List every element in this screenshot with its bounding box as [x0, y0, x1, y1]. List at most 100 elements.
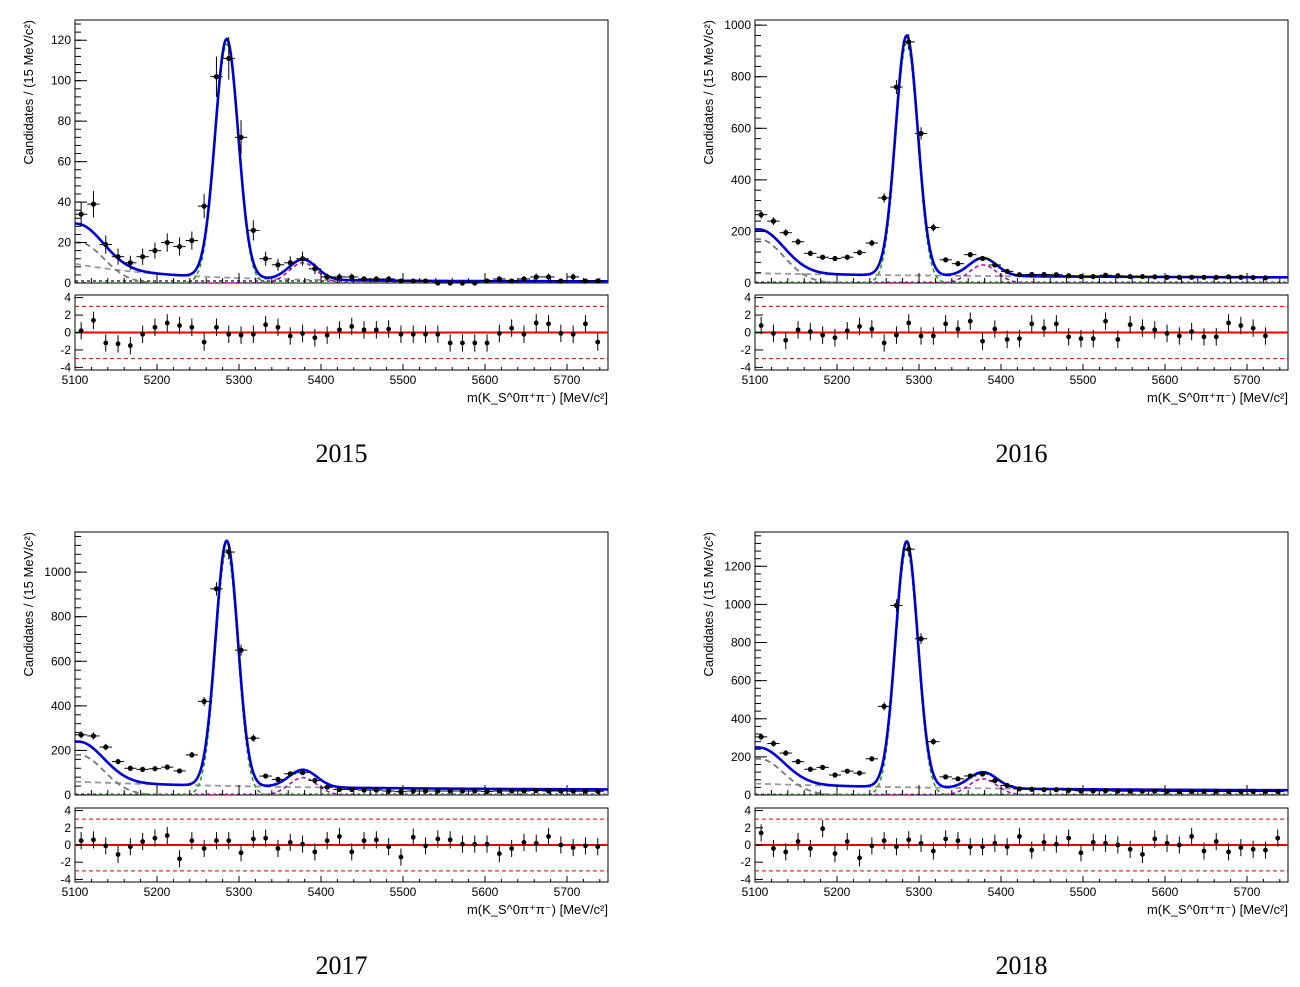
data-point [1225, 274, 1232, 280]
data-point [263, 256, 269, 262]
data-point [213, 586, 220, 592]
data-point [930, 739, 936, 745]
data-point [1225, 788, 1232, 795]
pull-point [177, 323, 182, 328]
data-point [201, 203, 207, 209]
pull-point [1103, 840, 1108, 846]
pull-point [533, 840, 539, 846]
pull-point [521, 840, 527, 845]
data-point [78, 211, 84, 217]
data-point [558, 278, 564, 284]
pull-point [1127, 846, 1133, 852]
pull-point [832, 335, 838, 341]
pull-point [287, 840, 293, 845]
data-point [1250, 788, 1256, 795]
data-point [869, 240, 875, 246]
pull-point [558, 842, 564, 848]
pull-point [373, 837, 379, 843]
pull-point [201, 846, 207, 851]
x-axis-title: m(K_S^0π⁺π⁻) [MeV/c²] [467, 390, 608, 405]
pull-point [1238, 845, 1244, 850]
data-point [176, 768, 183, 774]
pull-point [869, 326, 875, 332]
x-tick-label: 5300 [906, 885, 933, 899]
pull-y-tick-label: -2 [60, 343, 71, 357]
pull-point [177, 856, 182, 862]
pull-point [832, 851, 838, 857]
y-tick-label: 60 [58, 155, 72, 169]
x-tick-label: 5600 [472, 885, 499, 899]
pull-point [275, 324, 281, 330]
data-point [496, 788, 502, 794]
pull-point [546, 833, 551, 839]
data-point [164, 239, 170, 246]
pull-point [869, 843, 875, 849]
data-point [906, 39, 912, 45]
curve-signal [755, 42, 1288, 283]
data-point [1262, 275, 1269, 281]
data-point [176, 243, 183, 250]
pull-point [496, 330, 502, 336]
data-point [373, 276, 379, 282]
pull-point [1041, 325, 1047, 331]
data-point [115, 758, 121, 765]
pull-point [1189, 329, 1195, 335]
pull-point [373, 327, 379, 333]
data-point [1066, 273, 1072, 279]
pull-point [758, 323, 764, 328]
pull-point [771, 330, 776, 336]
data-point [226, 549, 232, 555]
data-point [1139, 273, 1146, 280]
fit-panel-2017: 0 200 400 600 800 1000 5100 5200 5300 5400 5500 560… [21, 531, 609, 980]
data-point [1164, 274, 1170, 280]
y-tick-label: 80 [58, 114, 72, 128]
pull-point [115, 852, 121, 857]
pull-point [521, 331, 527, 337]
pull-point [398, 854, 404, 860]
data-point [509, 788, 515, 794]
data-point [1213, 788, 1219, 795]
pull-point [570, 845, 576, 850]
pull-y-tick-label: 4 [744, 291, 751, 305]
x-tick-label: 5400 [988, 885, 1015, 899]
pull-y-tick-label: -4 [740, 360, 751, 374]
x-tick-label: 5500 [1070, 373, 1097, 387]
pull-point [1152, 836, 1158, 842]
data-point [992, 262, 998, 268]
pull-point [410, 834, 416, 840]
pull-point [1053, 841, 1059, 847]
data-point [582, 278, 589, 284]
data-point [533, 787, 539, 794]
data-point [90, 733, 97, 739]
pull-y-tick-label: -2 [740, 855, 751, 869]
y-tick-label: 200 [731, 224, 751, 238]
pull-point [930, 333, 936, 339]
y-tick-label: 1200 [724, 559, 751, 573]
pull-point [152, 324, 158, 330]
x-tick-label: 5600 [1152, 373, 1179, 387]
data-point [1090, 788, 1096, 794]
x-tick-label: 5300 [226, 885, 253, 899]
data-point [943, 774, 949, 780]
data-point [238, 647, 244, 653]
data-point [1250, 274, 1256, 281]
pull-point [312, 335, 318, 341]
y-tick-label: 800 [731, 636, 751, 650]
pull-point [533, 320, 539, 326]
data-point [979, 255, 986, 262]
pull-y-tick-label: -4 [740, 872, 751, 886]
pull-point [189, 838, 195, 844]
pull-point [906, 837, 912, 843]
y-tick-label: 40 [58, 195, 72, 209]
data-point [472, 788, 478, 794]
data-point [422, 278, 429, 284]
pull-point [1176, 842, 1182, 848]
pull-point [361, 327, 367, 333]
data-point [918, 636, 924, 642]
data-point [1078, 273, 1084, 280]
y-tick-label: 400 [731, 712, 751, 726]
data-point [361, 787, 367, 793]
pull-point [857, 855, 862, 861]
data-point [373, 787, 379, 793]
